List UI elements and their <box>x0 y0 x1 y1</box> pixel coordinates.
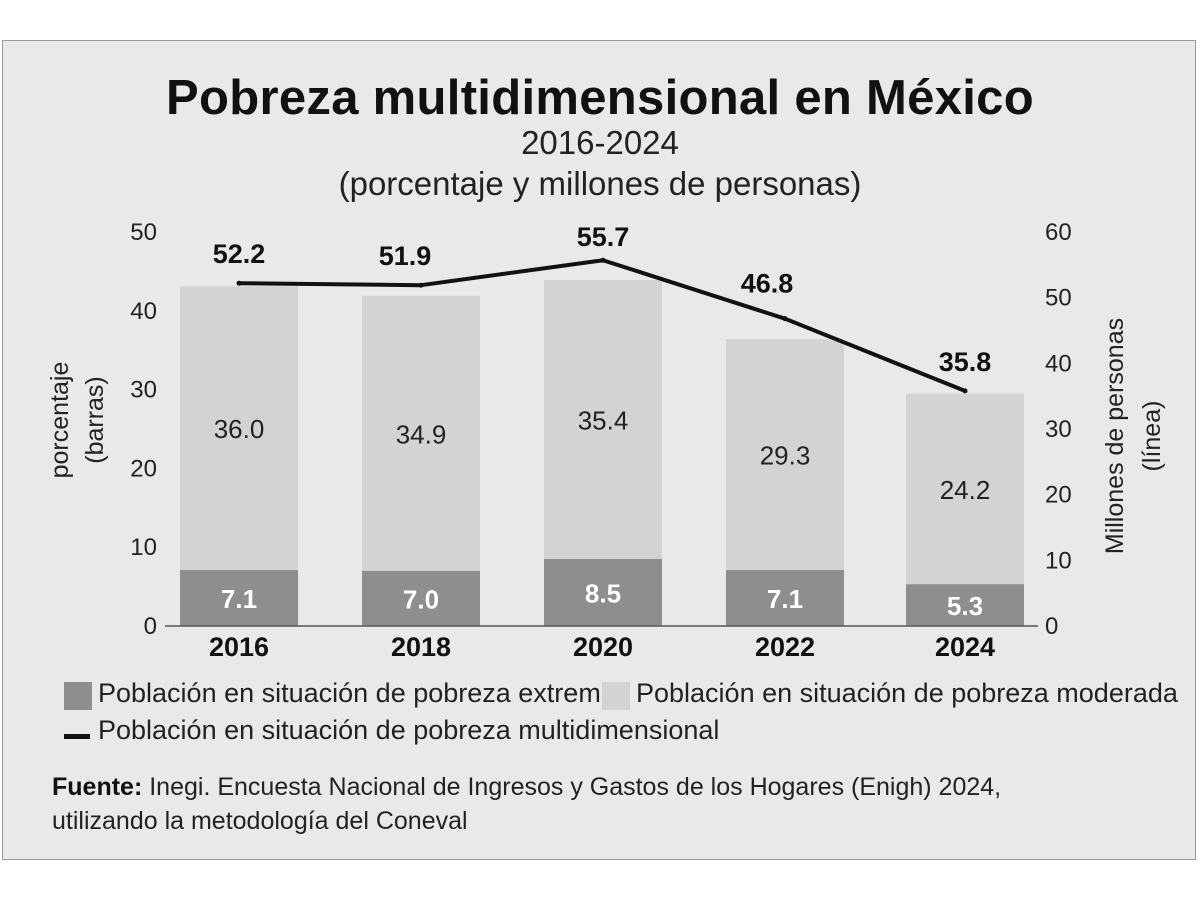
line-label-2024: 35.8 <box>939 347 992 377</box>
bar-moderate-2024 <box>906 393 1024 585</box>
bar-extreme-2024 <box>906 584 1024 626</box>
x-tick-2022: 2022 <box>755 632 815 662</box>
right-axis-title-sub: (línea) <box>1138 401 1166 472</box>
right-axis-tick-2: 20 <box>1045 482 1072 509</box>
label-moderate-2024: 24.2 <box>940 475 991 505</box>
left-axis-tick-1: 10 <box>130 534 157 561</box>
label-moderate-2016: 36.0 <box>214 414 265 444</box>
x-tick-2020: 2020 <box>573 632 633 662</box>
label-moderate-2022: 29.3 <box>760 441 811 471</box>
legend-extreme-swatch <box>64 682 92 710</box>
legend-extreme-label: Población en situación de pobreza extrem… <box>98 678 616 708</box>
right-axis-tick-4: 40 <box>1045 350 1072 377</box>
right-axis-tick-1: 10 <box>1045 547 1072 574</box>
x-tick-2016: 2016 <box>209 632 269 662</box>
source-note: Fuente: Inegi. Encuesta Nacional de Ingr… <box>52 770 1172 838</box>
chart-units-subtitle: (porcentaje y millones de personas) <box>338 165 862 202</box>
bar-extreme-2020 <box>544 559 662 626</box>
label-extreme-2016: 7.1 <box>221 584 257 614</box>
chart-subtitle: 2016-2024 <box>521 124 679 161</box>
left-axis-tick-0: 0 <box>144 613 157 640</box>
label-moderate-2020: 35.4 <box>578 406 629 436</box>
bar-extreme-2016 <box>180 570 298 626</box>
chart-title: Pobreza multidimensional en México <box>166 71 1034 125</box>
left-axis-tick-4: 40 <box>130 298 157 325</box>
source-text-2: utilizando la metodología del Coneval <box>52 807 468 835</box>
label-extreme-2020: 8.5 <box>585 579 621 609</box>
bar-extreme-2018 <box>362 570 480 626</box>
right-axis-tick-0: 0 <box>1045 613 1058 640</box>
x-tick-2018: 2018 <box>391 632 451 662</box>
legend-moderate-label: Población en situación de pobreza modera… <box>636 678 1178 708</box>
line-label-2018: 51.9 <box>379 241 432 271</box>
source-text: Inegi. Encuesta Nacional de Ingresos y G… <box>142 773 1002 801</box>
line-point-2016 <box>236 280 242 286</box>
line-point-2024 <box>962 388 968 394</box>
right-axis-tick-6: 60 <box>1045 219 1072 246</box>
bar-moderate-2020 <box>544 280 662 560</box>
right-axis-tick-3: 30 <box>1045 416 1072 443</box>
source-prefix: Fuente: <box>52 773 143 801</box>
x-tick-2024: 2024 <box>935 632 995 662</box>
line-point-2018 <box>418 282 424 288</box>
left-axis-tick-3: 30 <box>130 377 157 404</box>
legend-line-label: Población en situación de pobreza multid… <box>98 715 720 745</box>
line-point-2020 <box>600 257 606 263</box>
label-extreme-2018: 7.0 <box>403 584 439 614</box>
bar-moderate-2022 <box>726 339 844 571</box>
left-axis-title-sub: (barras) <box>81 376 109 464</box>
legend-moderate-swatch <box>602 682 630 710</box>
line-point-2022 <box>782 316 788 322</box>
line-label-2020: 55.7 <box>577 222 630 252</box>
left-axis-title: porcentaje <box>46 362 74 479</box>
right-axis-tick-5: 50 <box>1045 285 1072 312</box>
left-axis-tick-2: 20 <box>130 455 157 482</box>
label-extreme-2022: 7.1 <box>767 584 803 614</box>
right-axis-title: Millones de personas <box>1101 318 1129 554</box>
line-label-2016: 52.2 <box>213 239 266 269</box>
left-axis-tick-5: 50 <box>130 219 157 246</box>
bar-moderate-2018 <box>362 295 480 571</box>
line-label-2022: 46.8 <box>741 269 794 299</box>
label-extreme-2024: 5.3 <box>947 591 983 621</box>
legend-line-swatch <box>64 734 90 739</box>
label-moderate-2018: 34.9 <box>396 419 447 449</box>
bar-moderate-2016 <box>180 286 298 571</box>
bar-extreme-2022 <box>726 570 844 626</box>
